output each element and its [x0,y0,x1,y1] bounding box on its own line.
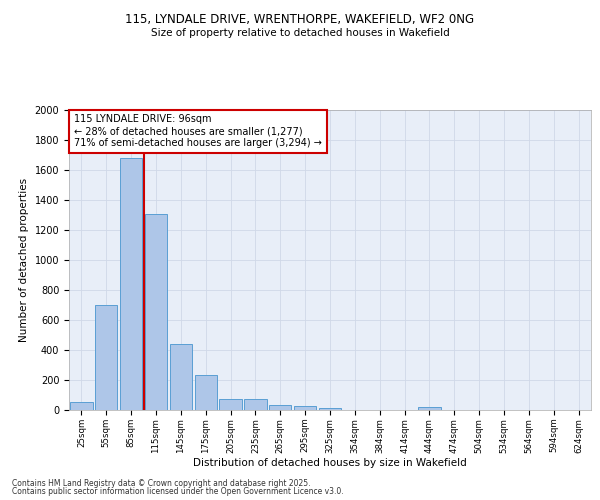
Bar [194,375,217,410]
Bar [319,408,341,410]
Bar [70,402,92,410]
X-axis label: Distribution of detached houses by size in Wakefield: Distribution of detached houses by size … [193,458,467,468]
Bar [418,407,440,410]
Text: 115, LYNDALE DRIVE, WRENTHORPE, WAKEFIELD, WF2 0NG: 115, LYNDALE DRIVE, WRENTHORPE, WAKEFIEL… [125,12,475,26]
Bar [145,214,167,410]
Bar [95,305,118,410]
Bar [220,399,242,410]
Bar [244,399,266,410]
Bar [269,405,292,410]
Y-axis label: Number of detached properties: Number of detached properties [19,178,29,342]
Text: Contains public sector information licensed under the Open Government Licence v3: Contains public sector information licen… [12,487,344,496]
Text: 115 LYNDALE DRIVE: 96sqm
← 28% of detached houses are smaller (1,277)
71% of sem: 115 LYNDALE DRIVE: 96sqm ← 28% of detach… [74,114,322,148]
Bar [170,344,192,410]
Text: Size of property relative to detached houses in Wakefield: Size of property relative to detached ho… [151,28,449,38]
Text: Contains HM Land Registry data © Crown copyright and database right 2025.: Contains HM Land Registry data © Crown c… [12,478,311,488]
Bar [120,158,142,410]
Bar [294,406,316,410]
